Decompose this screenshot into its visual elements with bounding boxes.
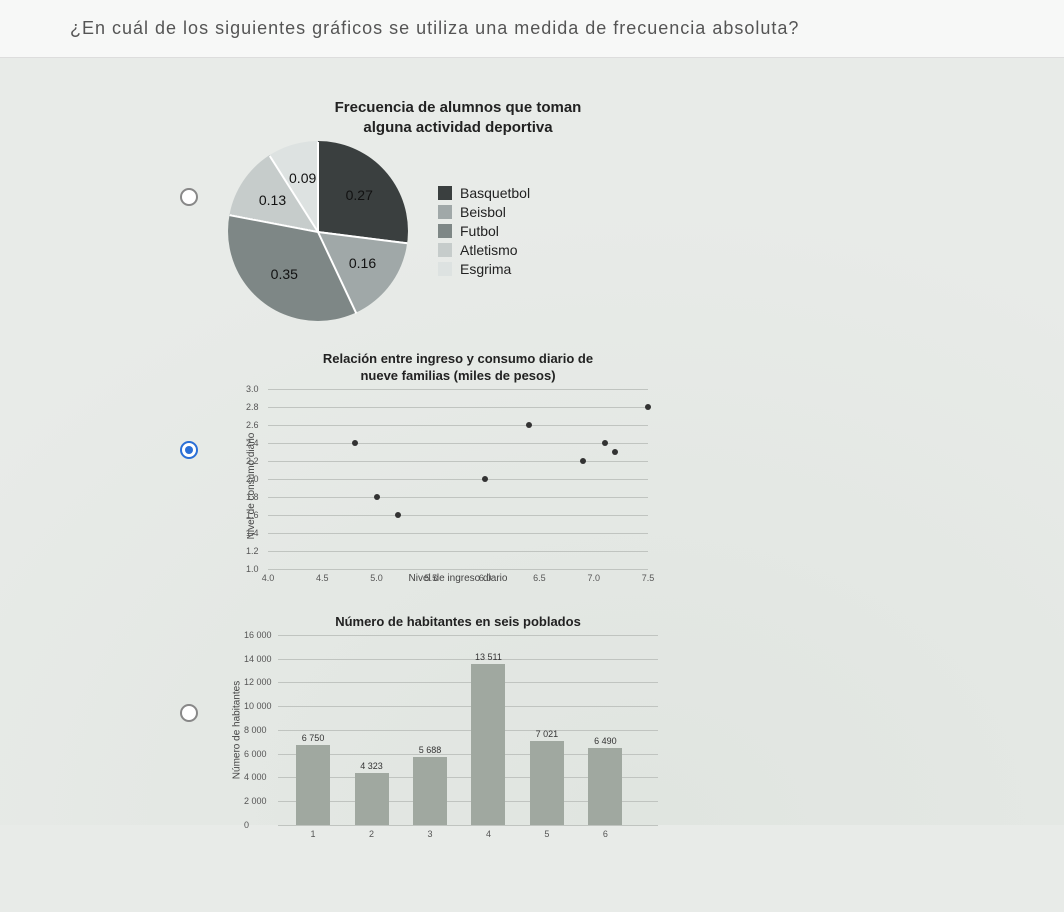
scatter-ytick: 1.8 <box>246 492 259 502</box>
scatter-point <box>612 449 618 455</box>
scatter-ytick: 2.8 <box>246 402 259 412</box>
bar <box>296 745 330 825</box>
scatter-point <box>526 422 532 428</box>
pie-legend: Basquetbol Beisbol Futbol Atletismo Esgrima <box>438 182 530 280</box>
legend-label: Basquetbol <box>460 185 530 201</box>
scatter-xtick: 5.0 <box>370 573 383 583</box>
scatter-ytick: 2.2 <box>246 456 259 466</box>
legend-swatch <box>438 243 452 257</box>
pie-graphic: 0.27 0.16 0.35 0.130.09 <box>228 141 408 321</box>
pie-slice-label: 0.35 <box>271 266 298 282</box>
bar-xtick: 3 <box>427 829 432 839</box>
bar-plot-area: 02 0004 0006 0008 00010 00012 00014 0001… <box>278 635 658 825</box>
scatter-xtick: 7.5 <box>642 573 655 583</box>
scatter-plot-area: 1.01.21.41.61.82.02.22.42.62.83.04.04.55… <box>268 389 648 569</box>
bar-value-label: 5 688 <box>419 745 442 755</box>
pie-chart-title: Frecuencia de alumnos que toman alguna a… <box>228 98 688 137</box>
scatter-ytick: 1.2 <box>246 546 259 556</box>
legend-row: Atletismo <box>438 242 530 258</box>
scatter-ytick: 2.0 <box>246 474 259 484</box>
bar-ytick: 2 000 <box>244 796 267 806</box>
bar-value-label: 6 750 <box>302 733 325 743</box>
bar <box>588 748 622 825</box>
scatter-ytick: 2.6 <box>246 420 259 430</box>
bar-ytick: 6 000 <box>244 749 267 759</box>
bar-value-label: 6 490 <box>594 736 617 746</box>
bar <box>413 757 447 825</box>
radio-option-bar[interactable] <box>180 704 198 722</box>
options-container: Frecuencia de alumnos que toman alguna a… <box>0 58 1064 825</box>
pie-chart: Frecuencia de alumnos que toman alguna a… <box>228 98 688 321</box>
bar-ytick: 8 000 <box>244 725 267 735</box>
bar <box>530 741 564 824</box>
legend-label: Beisbol <box>460 204 506 220</box>
bar-y-label: Número de habitantes <box>232 681 243 779</box>
legend-swatch <box>438 186 452 200</box>
radio-option-scatter[interactable] <box>180 441 198 459</box>
scatter-y-label: Nivel de consumo diario <box>246 433 257 540</box>
bar-chart: Número de habitantes en seis poblados Nú… <box>228 614 688 825</box>
radio-option-pie[interactable] <box>180 188 198 206</box>
bar-ytick: 16 000 <box>244 630 272 640</box>
pie-slice-label: 0.16 <box>349 255 376 271</box>
scatter-xtick: 7.0 <box>587 573 600 583</box>
scatter-xtick: 4.0 <box>262 573 275 583</box>
bar-xtick: 4 <box>486 829 491 839</box>
legend-swatch <box>438 224 452 238</box>
scatter-point <box>482 476 488 482</box>
bar <box>355 773 389 824</box>
bar-value-label: 7 021 <box>536 729 559 739</box>
scatter-xtick: 6.0 <box>479 573 492 583</box>
pie-slice-label: 0.27 <box>346 187 373 203</box>
bar-xtick: 5 <box>544 829 549 839</box>
legend-swatch <box>438 262 452 276</box>
scatter-point <box>645 404 651 410</box>
legend-row: Futbol <box>438 223 530 239</box>
bar-xtick: 6 <box>603 829 608 839</box>
scatter-xtick: 5.5 <box>425 573 438 583</box>
scatter-xtick: 6.5 <box>533 573 546 583</box>
scatter-xtick: 4.5 <box>316 573 329 583</box>
question-text: ¿En cuál de los siguientes gráficos se u… <box>0 0 1064 58</box>
scatter-ytick: 2.4 <box>246 438 259 448</box>
scatter-ytick: 1.0 <box>246 564 259 574</box>
legend-row: Esgrima <box>438 261 530 277</box>
scatter-chart: Relación entre ingreso y consumo diario … <box>228 351 688 584</box>
bar-xtick: 1 <box>311 829 316 839</box>
scatter-ytick: 1.4 <box>246 528 259 538</box>
bar-ytick: 14 000 <box>244 654 272 664</box>
scatter-point <box>580 458 586 464</box>
legend-label: Esgrima <box>460 261 511 277</box>
legend-label: Futbol <box>460 223 499 239</box>
bar-ytick: 4 000 <box>244 772 267 782</box>
bar-ytick: 10 000 <box>244 701 272 711</box>
legend-row: Basquetbol <box>438 185 530 201</box>
scatter-point <box>395 512 401 518</box>
scatter-ytick: 3.0 <box>246 384 259 394</box>
bar-value-label: 13 511 <box>475 652 502 662</box>
bar-ytick: 12 000 <box>244 677 272 687</box>
legend-row: Beisbol <box>438 204 530 220</box>
option-bar[interactable]: Número de habitantes en seis poblados Nú… <box>180 614 1064 825</box>
legend-swatch <box>438 205 452 219</box>
scatter-ytick: 1.6 <box>246 510 259 520</box>
scatter-chart-title: Relación entre ingreso y consumo diario … <box>228 351 688 385</box>
bar-ytick: 0 <box>244 820 249 830</box>
bar <box>471 664 505 824</box>
scatter-point <box>352 440 358 446</box>
bar-chart-title: Número de habitantes en seis poblados <box>228 614 688 629</box>
legend-label: Atletismo <box>460 242 518 258</box>
pie-slice-label: 0.09 <box>289 170 316 186</box>
option-pie[interactable]: Frecuencia de alumnos que toman alguna a… <box>180 98 1064 321</box>
pie-slice-label: 0.13 <box>259 192 286 208</box>
bar-value-label: 4 323 <box>360 761 383 771</box>
bar-xtick: 2 <box>369 829 374 839</box>
scatter-point <box>374 494 380 500</box>
option-scatter[interactable]: Relación entre ingreso y consumo diario … <box>180 351 1064 584</box>
scatter-point <box>602 440 608 446</box>
